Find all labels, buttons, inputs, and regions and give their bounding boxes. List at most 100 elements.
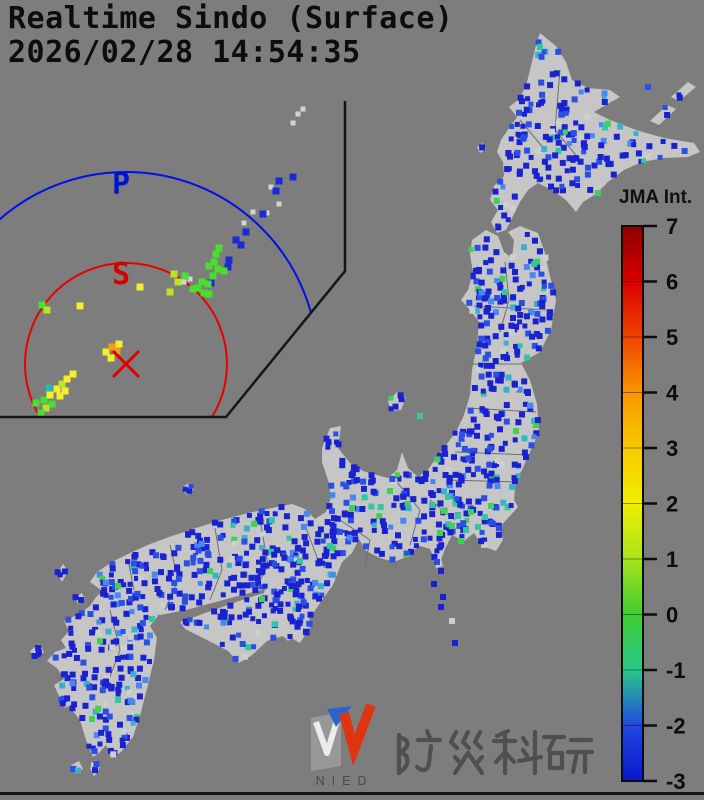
station-square (441, 488, 447, 495)
station-square (524, 354, 530, 361)
station-square (516, 386, 523, 393)
station-square (523, 263, 530, 270)
station-square (205, 584, 212, 591)
station-square (333, 431, 339, 437)
station-square (189, 529, 196, 536)
station-square (481, 468, 488, 475)
station-square (584, 87, 590, 93)
station-square (102, 725, 109, 732)
inset-station-square (204, 280, 212, 288)
station-square (75, 613, 82, 620)
station-square (471, 385, 478, 391)
station-square (324, 519, 331, 526)
station-square (240, 571, 247, 578)
station-square (292, 606, 298, 612)
station-square (455, 481, 462, 488)
station-square (498, 461, 505, 468)
station-square (348, 472, 355, 478)
station-square (293, 552, 299, 558)
station-square (519, 98, 525, 105)
station-square (183, 560, 190, 567)
station-square (492, 333, 499, 340)
station-square (127, 697, 134, 704)
station-square (484, 335, 491, 342)
station-square (190, 554, 197, 561)
station-square (458, 538, 464, 544)
station-square (156, 590, 163, 597)
station-square (553, 187, 560, 194)
station-square (110, 751, 117, 758)
station-square (307, 611, 314, 618)
station-square (325, 562, 332, 569)
station-square (478, 538, 485, 545)
station-square (270, 634, 277, 641)
inset-station-square (166, 288, 174, 296)
station-square (571, 138, 577, 143)
station-square (465, 466, 472, 473)
station-square (438, 568, 444, 574)
station-square (494, 458, 501, 465)
station-square (517, 94, 524, 101)
station-square (182, 593, 189, 600)
inset-station-square (210, 258, 218, 266)
page-title: Realtime Sindo (Surface) (8, 1, 454, 36)
station-square (339, 462, 346, 469)
station-square (574, 176, 581, 183)
station-square (106, 736, 113, 743)
station-square (134, 590, 141, 597)
s-wavefront-circle (24, 262, 228, 417)
station-square (271, 621, 278, 628)
station-square (204, 536, 210, 543)
inset-station-square (242, 228, 250, 236)
station-square (114, 592, 121, 599)
station-square (569, 180, 576, 187)
station-square (220, 619, 227, 626)
station-square (349, 505, 355, 511)
station-square (137, 633, 144, 640)
station-square (249, 543, 256, 550)
station-square (455, 513, 461, 519)
inset-station-square (220, 267, 228, 275)
station-square (91, 674, 98, 681)
station-square (328, 482, 335, 489)
station-square (264, 511, 270, 516)
station-square (316, 595, 322, 602)
station-square (363, 543, 369, 550)
station-square (251, 644, 257, 650)
station-square (109, 586, 116, 593)
station-square (476, 302, 483, 309)
station-square (109, 644, 116, 651)
station-square (360, 478, 367, 485)
station-square (119, 742, 126, 749)
station-square (118, 599, 125, 606)
station-square (538, 53, 545, 60)
station-square (286, 535, 292, 541)
station-square (531, 434, 537, 440)
station-square (89, 716, 95, 722)
station-square (524, 83, 531, 90)
station-square (176, 571, 183, 578)
station-square (418, 478, 425, 485)
station-square (483, 236, 490, 243)
station-square (281, 586, 287, 591)
inset-station-square (300, 106, 306, 112)
station-square (601, 99, 608, 105)
station-square (237, 614, 243, 620)
station-square (602, 124, 608, 131)
station-square (227, 620, 232, 626)
station-square (346, 531, 353, 538)
station-square (388, 406, 394, 412)
station-square (514, 149, 521, 156)
station-square (437, 500, 444, 507)
station-square (565, 131, 572, 138)
station-square (196, 568, 203, 575)
station-square (231, 586, 237, 593)
station-square (503, 340, 509, 346)
station-square (398, 396, 405, 403)
station-square (61, 671, 68, 678)
station-square (521, 378, 528, 385)
station-square (492, 188, 499, 195)
station-square (476, 267, 482, 273)
station-square (95, 629, 102, 636)
station-square (290, 576, 297, 583)
